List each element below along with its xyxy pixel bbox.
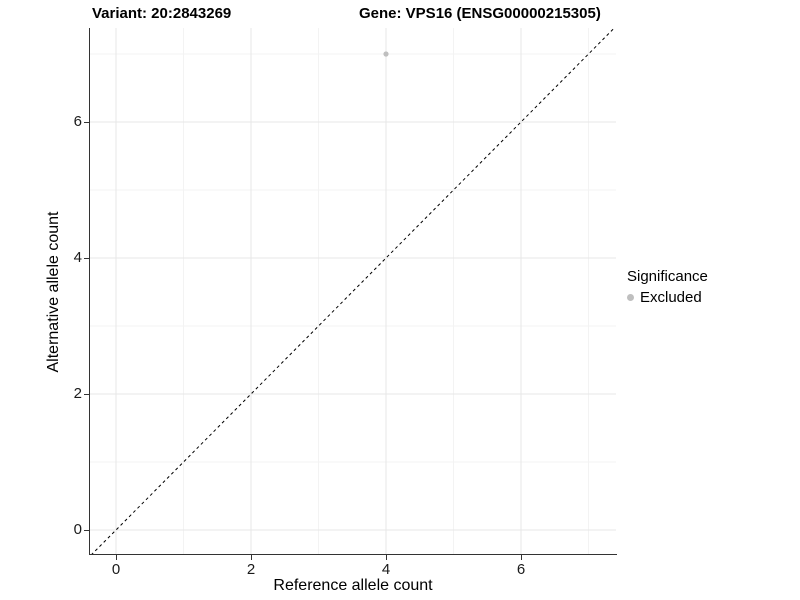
y-axis-tick bbox=[84, 394, 89, 395]
x-axis-title: Reference allele count bbox=[273, 577, 433, 594]
x-axis-tick-label: 0 bbox=[111, 561, 121, 578]
x-axis-tick bbox=[386, 555, 387, 560]
data-point bbox=[383, 51, 389, 57]
y-axis-line bbox=[89, 28, 90, 555]
plot-title-variant: Variant: 20:2843269 bbox=[92, 5, 232, 22]
y-axis-tick-label: 6 bbox=[73, 113, 82, 130]
y-axis-tick-label: 0 bbox=[73, 521, 82, 538]
x-axis-line bbox=[89, 554, 617, 555]
identity-reference-line bbox=[91, 28, 616, 554]
plot-panel bbox=[90, 28, 616, 554]
x-axis-tick bbox=[521, 555, 522, 560]
y-axis-tick bbox=[84, 122, 89, 123]
y-axis-tick bbox=[84, 258, 89, 259]
legend-title: Significance bbox=[627, 268, 708, 285]
legend-item-label: Excluded bbox=[640, 289, 702, 306]
plot-title-gene: Gene: VPS16 (ENSG00000215305) bbox=[359, 5, 601, 22]
y-axis-tick bbox=[84, 530, 89, 531]
y-axis-tick-label: 2 bbox=[73, 385, 82, 402]
x-axis-tick-label: 2 bbox=[246, 561, 256, 578]
legend: Significance Excluded bbox=[627, 268, 708, 306]
plot-canvas bbox=[90, 28, 616, 554]
x-axis-tick bbox=[251, 555, 252, 560]
y-axis-tick-label: 4 bbox=[73, 249, 82, 266]
x-axis-tick bbox=[116, 555, 117, 560]
x-axis-tick-label: 4 bbox=[381, 561, 391, 578]
y-axis-title: Alternative allele count bbox=[45, 211, 62, 373]
x-axis-tick-label: 6 bbox=[516, 561, 526, 578]
legend-item-excluded: Excluded bbox=[627, 289, 708, 306]
legend-point-icon bbox=[627, 294, 634, 301]
